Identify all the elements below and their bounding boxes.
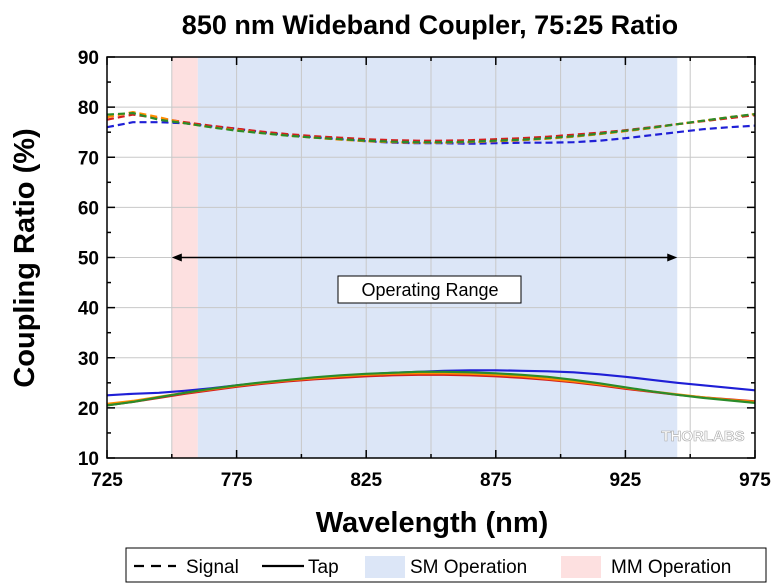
x-tick-label: 775 xyxy=(221,470,253,491)
legend-mm-operation-label: MM Operation xyxy=(611,557,731,578)
thorlabs-watermark: THORLABS xyxy=(661,428,744,445)
y-tick-label: 70 xyxy=(78,148,99,169)
x-tick-label: 875 xyxy=(480,470,512,491)
arrowhead-right xyxy=(667,253,678,262)
x-axis-title: Wavelength (nm) xyxy=(316,507,549,539)
x-tick-label: 725 xyxy=(91,470,123,491)
legend-mm-operation-swatch xyxy=(561,556,601,578)
arrowhead-left xyxy=(171,253,182,262)
legend-sm-operation-label: SM Operation xyxy=(410,557,527,578)
chart-title: 850 nm Wideband Coupler, 75:25 Ratio xyxy=(182,10,678,40)
x-tick-label: 925 xyxy=(610,470,642,491)
series-line-signal-3 xyxy=(106,111,756,144)
y-tick-label: 10 xyxy=(78,449,99,470)
y-tick-label: 20 xyxy=(78,399,99,420)
series-line-signal-0 xyxy=(106,121,756,145)
legend: Signal Tap SM Operation MM Operation xyxy=(125,547,767,583)
y-tick-label: 60 xyxy=(78,198,99,219)
legend-signal-label: Signal xyxy=(186,557,239,578)
y-tick-label: 30 xyxy=(78,349,99,370)
y-axis-title: Coupling Ratio (%) xyxy=(9,128,41,387)
y-tick-label: 50 xyxy=(78,249,99,270)
y-tick-label: 40 xyxy=(78,299,99,320)
y-tick-label: 90 xyxy=(78,48,99,69)
series-line-tap-7 xyxy=(106,370,756,407)
y-tick-label: 80 xyxy=(78,98,99,119)
series-layer xyxy=(106,110,756,407)
axes: 725 775 825 875 925 975 10 20 30 40 50 60 70 80 90 xyxy=(78,48,771,491)
operating-range-box xyxy=(337,275,522,304)
x-tick-label: 975 xyxy=(739,470,771,491)
x-tick-label: 825 xyxy=(350,470,382,491)
legend-frame xyxy=(125,547,767,583)
operating-range-annotation: Operating Range xyxy=(171,253,678,304)
operating-range-label: Operating Range xyxy=(361,280,498,300)
legend-tap-label: Tap xyxy=(308,557,339,578)
legend-sm-operation-swatch xyxy=(365,556,405,578)
